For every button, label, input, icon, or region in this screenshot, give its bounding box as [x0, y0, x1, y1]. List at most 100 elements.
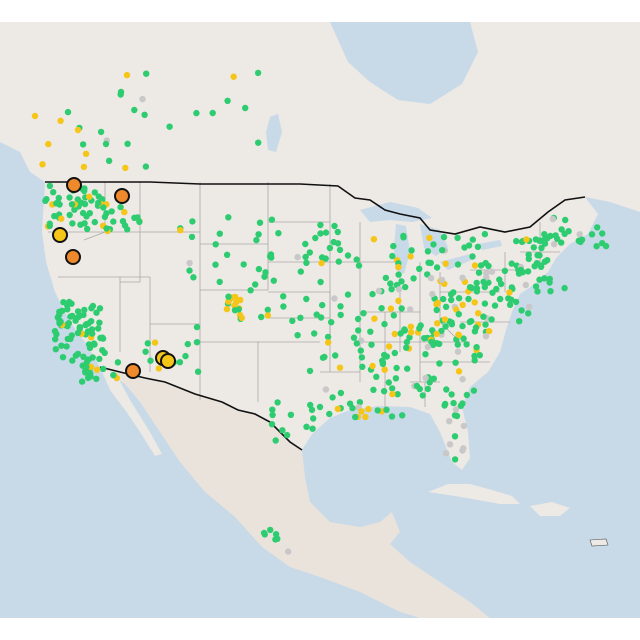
station-marker-good[interactable] [473, 288, 481, 295]
station-marker-good[interactable] [309, 425, 316, 432]
station-marker-good[interactable] [525, 255, 532, 263]
station-marker-good[interactable] [51, 212, 58, 220]
station-marker-good[interactable] [142, 348, 149, 355]
station-marker-good[interactable] [274, 399, 281, 406]
station-marker-good[interactable] [84, 225, 91, 233]
station-marker-good[interactable] [388, 286, 395, 293]
highlighted-station-oregon-coast[interactable] [52, 227, 68, 243]
station-marker-good[interactable] [117, 88, 125, 96]
station-marker-good[interactable] [512, 298, 520, 306]
station-marker-good[interactable] [269, 406, 276, 413]
station-marker-good[interactable] [410, 275, 417, 282]
station-marker-good[interactable] [97, 128, 105, 136]
station-marker-moderate[interactable] [385, 343, 393, 350]
station-marker-unknown[interactable] [438, 276, 446, 284]
station-marker-good[interactable] [101, 213, 109, 221]
station-marker-good[interactable] [42, 197, 49, 204]
station-marker-good[interactable] [134, 214, 141, 221]
station-marker-good[interactable] [337, 303, 344, 310]
station-marker-moderate[interactable] [475, 310, 482, 317]
station-marker-good[interactable] [508, 284, 515, 291]
station-marker-good[interactable] [272, 437, 279, 444]
station-marker-good[interactable] [46, 182, 54, 190]
station-marker-good[interactable] [440, 295, 447, 303]
station-marker-good[interactable] [370, 386, 377, 393]
station-marker-good[interactable] [547, 288, 554, 295]
station-marker-good[interactable] [408, 247, 415, 254]
station-marker-good[interactable] [360, 310, 367, 317]
station-marker-good[interactable] [268, 216, 276, 223]
station-marker-good[interactable] [524, 268, 532, 275]
station-marker-moderate[interactable] [87, 363, 95, 370]
station-marker-good[interactable] [454, 234, 461, 241]
station-marker-moderate[interactable] [455, 368, 463, 375]
station-marker-moderate[interactable] [58, 215, 65, 222]
station-marker-moderate[interactable] [325, 339, 332, 346]
station-marker-good[interactable] [480, 313, 487, 320]
station-marker-good[interactable] [463, 341, 470, 348]
station-marker-good[interactable] [474, 243, 482, 250]
station-marker-good[interactable] [306, 249, 313, 256]
station-marker-moderate[interactable] [151, 339, 159, 346]
station-marker-good[interactable] [303, 295, 310, 303]
station-marker-good[interactable] [459, 400, 466, 407]
station-marker-good[interactable] [448, 321, 456, 328]
station-marker-good[interactable] [448, 391, 455, 398]
station-marker-good[interactable] [536, 237, 543, 244]
station-marker-good[interactable] [64, 335, 72, 343]
station-marker-good[interactable] [81, 306, 88, 314]
station-marker-good[interactable] [212, 261, 219, 268]
station-marker-good[interactable] [558, 239, 565, 246]
station-marker-unknown[interactable] [427, 274, 435, 282]
station-marker-moderate[interactable] [334, 405, 341, 413]
station-marker-good[interactable] [350, 334, 358, 341]
station-marker-unknown[interactable] [551, 241, 558, 248]
station-marker-good[interactable] [451, 412, 459, 419]
station-marker-good[interactable] [105, 157, 113, 164]
station-marker-good[interactable] [538, 244, 545, 252]
map-canvas[interactable] [0, 22, 640, 618]
station-marker-good[interactable] [463, 391, 471, 399]
station-marker-good[interactable] [143, 70, 150, 77]
highlighted-station-seattle-area[interactable] [66, 177, 82, 193]
station-marker-good[interactable] [209, 109, 216, 117]
station-marker-good[interactable] [367, 328, 374, 335]
station-marker-good[interactable] [491, 302, 499, 309]
station-marker-good[interactable] [326, 244, 334, 252]
station-marker-good[interactable] [258, 313, 265, 321]
station-marker-good[interactable] [455, 311, 462, 318]
station-marker-good[interactable] [436, 360, 443, 367]
station-marker-good[interactable] [388, 413, 396, 420]
station-marker-moderate[interactable] [441, 316, 449, 323]
station-marker-good[interactable] [184, 340, 191, 348]
station-marker-good[interactable] [279, 427, 286, 434]
station-marker-good[interactable] [269, 411, 276, 419]
station-marker-good[interactable] [393, 364, 400, 372]
station-marker-good[interactable] [485, 262, 492, 270]
station-marker-good[interactable] [319, 301, 326, 309]
station-marker-moderate[interactable] [506, 289, 513, 296]
station-marker-unknown[interactable] [407, 306, 414, 313]
station-marker-good[interactable] [390, 242, 397, 250]
station-marker-unknown[interactable] [422, 374, 429, 382]
station-marker-good[interactable] [402, 283, 409, 291]
station-marker-good[interactable] [93, 375, 100, 382]
station-marker-good[interactable] [358, 354, 366, 361]
station-marker-moderate[interactable] [362, 413, 369, 421]
station-marker-good[interactable] [176, 359, 184, 366]
station-marker-good[interactable] [452, 359, 459, 366]
station-marker-good[interactable] [110, 371, 117, 379]
station-marker-good[interactable] [429, 327, 436, 334]
station-marker-good[interactable] [442, 323, 449, 330]
station-marker-good[interactable] [416, 325, 423, 332]
station-marker-good[interactable] [450, 399, 457, 407]
station-marker-good[interactable] [182, 352, 189, 360]
station-marker-good[interactable] [485, 279, 492, 286]
station-marker-good[interactable] [516, 318, 523, 325]
station-marker-moderate[interactable] [395, 297, 402, 304]
station-marker-good[interactable] [391, 349, 398, 357]
station-marker-good[interactable] [355, 327, 362, 334]
station-marker-good[interactable] [419, 392, 426, 399]
station-marker-good[interactable] [313, 311, 320, 318]
station-marker-good[interactable] [247, 287, 254, 294]
